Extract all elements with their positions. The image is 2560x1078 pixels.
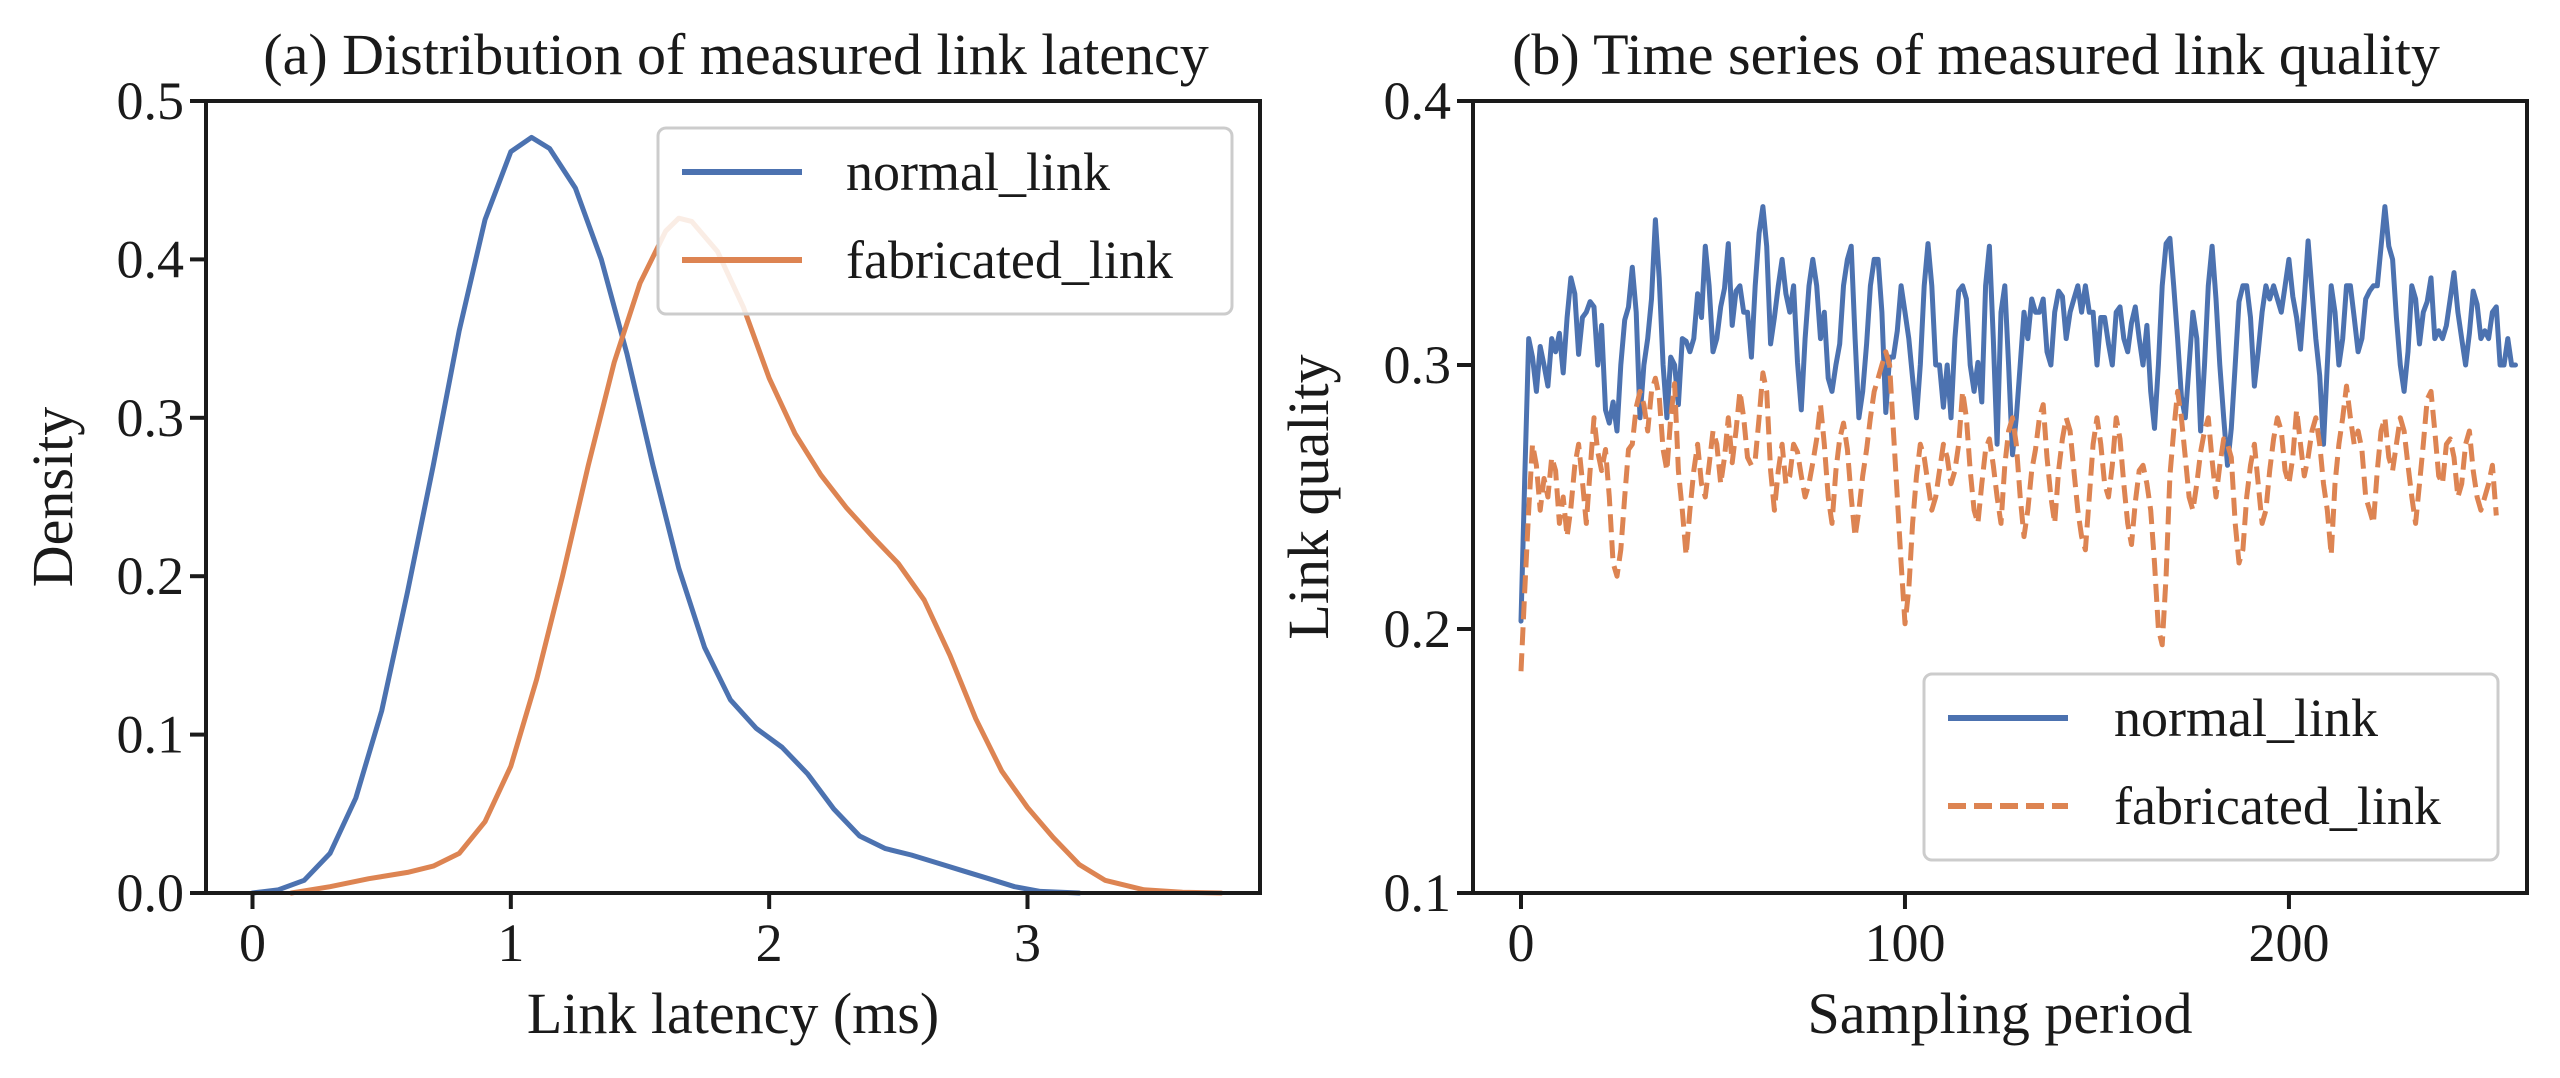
panel-b-axes-frame: [1471, 99, 2529, 895]
panel-a-latency-density: (a) Distribution of measured link latenc…: [20, 22, 1262, 1046]
panel-a-series-line-normal-link: [250, 134, 1082, 896]
panel-b-x-tick-label: 200: [2248, 913, 2329, 973]
panel-a-x-tick-label: 2: [756, 913, 783, 973]
panel-b-y-tick-label: 0.3: [1384, 335, 1452, 395]
panel-a-x-tick-label: 0: [239, 913, 266, 973]
panel-b-y-tick-label: 0.1: [1384, 863, 1452, 923]
panel-a-y-tick-label: 0.3: [117, 388, 185, 448]
panel-a-y-ticks: 0.0 0.1 0.2 0.3 0.4 0.5: [117, 71, 206, 923]
panel-a-y-axis-label: Density: [20, 407, 85, 587]
panel-a-x-axis-label: Link latency (ms): [527, 981, 939, 1046]
panel-b-x-tick-label: 100: [1864, 913, 1945, 973]
panel-a-series-line-fabricated-link: [288, 215, 1224, 896]
panel-b-series-line-fabricated-link: [1518, 349, 2499, 672]
panel-b-y-ticks: 0.1 0.2 0.3 0.4: [1384, 71, 1473, 923]
panel-a-x-ticks: 0 1 2 3: [239, 893, 1041, 973]
panel-a-y-tick-label: 0.0: [117, 863, 185, 923]
panel-b-legend: normal_link fabricated_link: [1922, 672, 2500, 862]
panel-a-x-tick-label: 1: [497, 913, 524, 973]
panel-a-axes-frame: [204, 99, 1262, 895]
panel-b-y-tick-label: 0.4: [1384, 71, 1452, 131]
panel-a-x-tick-label: 3: [1014, 913, 1041, 973]
panel-b-y-tick-label: 0.2: [1384, 599, 1452, 659]
panel-b-x-axis-label: Sampling period: [1807, 981, 2192, 1046]
panel-b-legend-label-normal-link: normal_link: [2114, 688, 2378, 748]
panel-a-legend: normal_link fabricated_link: [656, 126, 1234, 316]
panel-b-x-tick-label: 0: [1507, 913, 1534, 973]
panel-b-legend-label-fabricated-link: fabricated_link: [2114, 776, 2441, 836]
panel-b-quality-timeseries: (b) Time series of measured link quality…: [1276, 22, 2529, 1046]
panel-a-legend-label-normal-link: normal_link: [846, 142, 1110, 202]
panel-a-y-tick-label: 0.2: [117, 546, 185, 606]
panel-b-title: (b) Time series of measured link quality: [1512, 22, 2440, 87]
panel-b-x-ticks: 0 100 200: [1507, 893, 2329, 973]
panel-a-y-tick-label: 0.1: [117, 705, 185, 765]
panel-a-y-tick-label: 0.5: [117, 71, 185, 131]
panel-b-y-axis-label: Link quality: [1276, 354, 1341, 639]
panel-b-series: [1518, 204, 2518, 672]
panel-a-y-tick-label: 0.4: [117, 229, 185, 289]
panel-a-legend-label-fabricated-link: fabricated_link: [846, 230, 1173, 290]
panel-a-title: (a) Distribution of measured link latenc…: [263, 22, 1208, 87]
panel-b-series-line-normal-link: [1518, 204, 2518, 624]
